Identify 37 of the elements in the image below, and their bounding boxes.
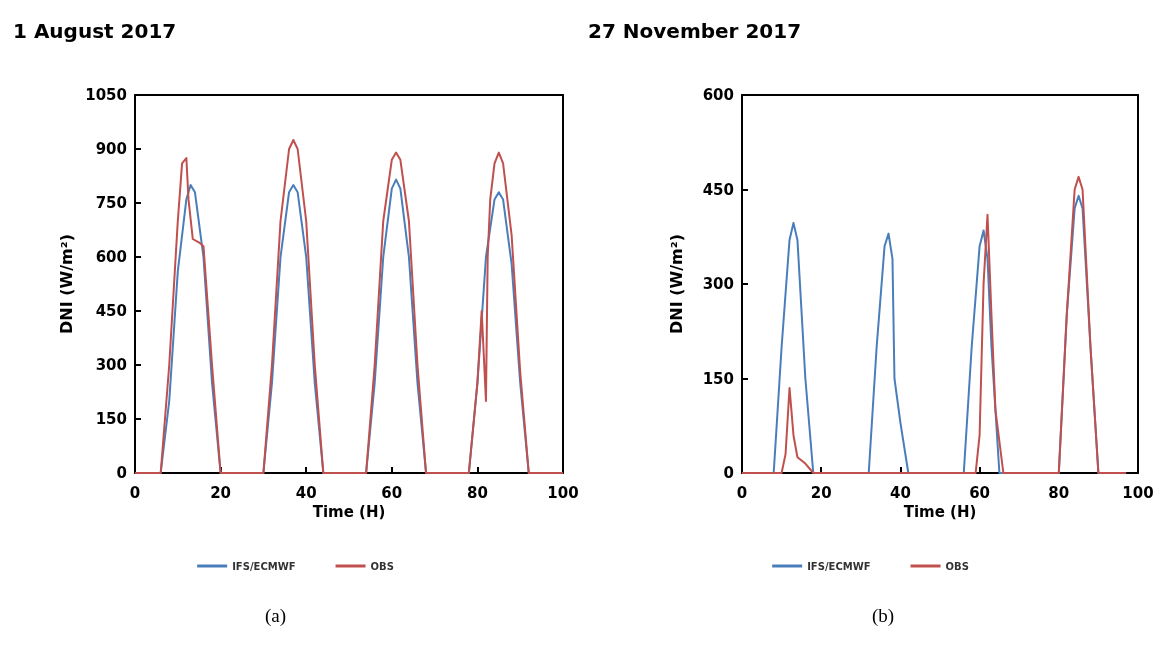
x-tick-label: 100 (547, 483, 579, 502)
x-tick-label: 60 (381, 483, 403, 502)
y-tick-label: 150 (95, 410, 127, 428)
y-tick-label: 1050 (85, 86, 127, 104)
x-axis-title: Time (H) (312, 503, 386, 522)
y-tick-label: 600 (702, 86, 734, 104)
y-tick-label: 300 (702, 275, 734, 293)
y-tick-label: 300 (95, 356, 127, 374)
x-axis-title: Time (H) (903, 503, 977, 522)
x-tick-label: 80 (1048, 483, 1070, 502)
legend-label: OBS (370, 560, 394, 572)
y-tick-label: 600 (95, 248, 127, 266)
x-tick-label: 80 (466, 483, 488, 502)
y-tick-label: 0 (116, 464, 127, 482)
y-tick-label: 150 (702, 369, 734, 388)
y-axis-title: DNI (W/m²) (666, 234, 686, 334)
y-tick-label: 450 (95, 302, 127, 320)
y-tick-label: 450 (702, 180, 734, 199)
chart-title: 1 August 2017 (13, 19, 177, 43)
x-tick-label: 100 (1122, 483, 1154, 502)
legend-label: IFS/ECMWF (807, 560, 871, 572)
y-tick-label: 750 (95, 194, 127, 212)
text: (a) (265, 605, 287, 627)
chart-title: 27 November 2017 (588, 19, 802, 43)
x-tick-label: 0 (736, 483, 748, 502)
x-tick-label: 20 (210, 483, 232, 502)
y-tick-label: 0 (723, 464, 734, 482)
x-tick-label: 40 (295, 483, 317, 502)
legend-label: OBS (945, 560, 969, 572)
legend-label: IFS/ECMWF (232, 560, 296, 572)
x-tick-label: 0 (129, 483, 141, 502)
y-tick-label: 900 (95, 140, 127, 158)
x-tick-label: 20 (810, 483, 832, 502)
x-tick-label: 40 (889, 483, 911, 502)
x-tick-label: 60 (969, 483, 991, 502)
text: (b) (872, 605, 895, 627)
y-axis-title: DNI (W/m²) (56, 234, 76, 334)
